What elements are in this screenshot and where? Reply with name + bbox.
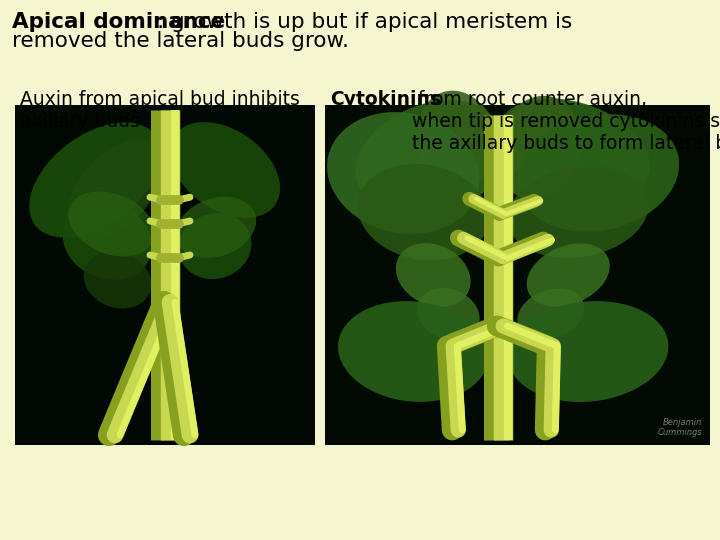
Ellipse shape [63, 202, 152, 280]
Ellipse shape [67, 139, 163, 241]
Text: Benjamin
Cummings: Benjamin Cummings [657, 417, 702, 437]
Text: Auxin from apical bud inhibits
axillary buds: Auxin from apical bud inhibits axillary … [20, 90, 300, 131]
Text: removed the lateral buds grow.: removed the lateral buds grow. [12, 31, 349, 51]
Ellipse shape [416, 91, 500, 199]
Ellipse shape [30, 123, 161, 238]
Text: from root counter auxin,
when tip is removed cytokinins stimulate
the axillary b: from root counter auxin, when tip is rem… [412, 90, 720, 153]
Ellipse shape [517, 288, 585, 340]
Ellipse shape [497, 98, 649, 201]
Ellipse shape [179, 213, 251, 279]
Ellipse shape [508, 301, 668, 402]
Bar [325, 105, 710, 445]
Ellipse shape [170, 122, 280, 218]
Ellipse shape [356, 100, 501, 210]
Bar [15, 105, 315, 445]
Ellipse shape [495, 96, 581, 199]
Ellipse shape [338, 301, 488, 402]
Text: : growth is up but if apical meristem is: : growth is up but if apical meristem is [157, 12, 572, 32]
Ellipse shape [508, 166, 649, 258]
Ellipse shape [518, 114, 679, 232]
Ellipse shape [358, 164, 489, 260]
Ellipse shape [417, 288, 480, 340]
Ellipse shape [84, 252, 151, 308]
Ellipse shape [176, 197, 256, 258]
Ellipse shape [68, 192, 155, 256]
Ellipse shape [526, 244, 610, 307]
Text: Cytokinins: Cytokinins [330, 90, 441, 109]
Ellipse shape [396, 243, 471, 307]
Ellipse shape [327, 112, 480, 234]
Text: Apical dominance: Apical dominance [12, 12, 225, 32]
